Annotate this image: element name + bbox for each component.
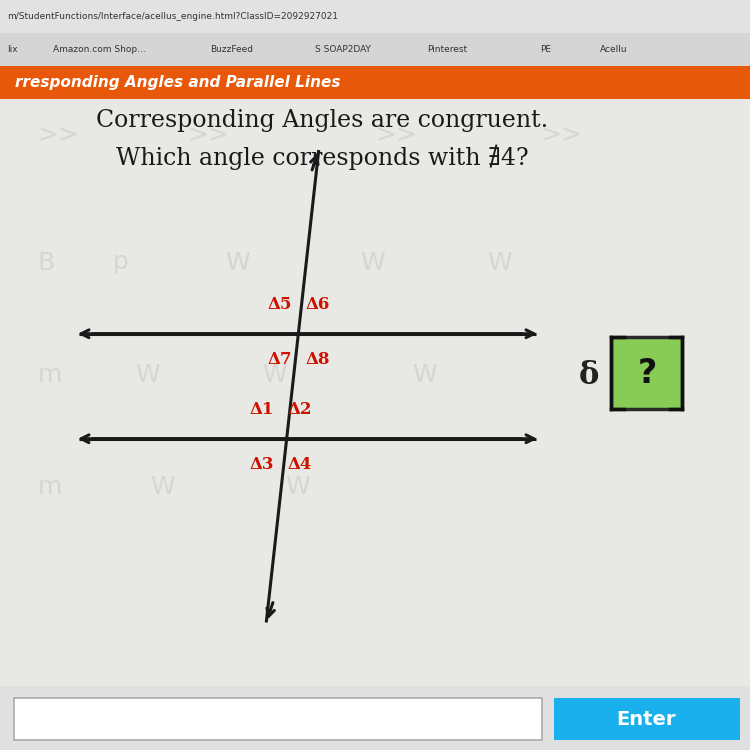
Text: W: W [225,251,250,274]
Text: Pinterest: Pinterest [427,45,468,54]
Text: Corresponding Angles are congruent.: Corresponding Angles are congruent. [96,109,548,131]
Text: rresponding Angles and Parallel Lines: rresponding Angles and Parallel Lines [15,75,340,90]
FancyBboxPatch shape [0,686,750,750]
FancyBboxPatch shape [554,698,740,740]
FancyBboxPatch shape [13,698,542,740]
Text: Δ1: Δ1 [249,400,274,418]
Text: m/StudentFunctions/Interface/acellus_engine.html?ClassID=2092927021: m/StudentFunctions/Interface/acellus_eng… [8,12,338,21]
Text: ?: ? [638,356,656,390]
Text: m: m [38,363,62,387]
Text: Δ8: Δ8 [305,351,330,368]
Text: lix: lix [8,45,18,54]
Text: δ: δ [578,359,599,391]
Text: W: W [488,251,512,274]
FancyBboxPatch shape [0,0,750,33]
Text: Δ5: Δ5 [267,296,292,313]
FancyBboxPatch shape [611,338,682,409]
Text: W: W [262,363,287,387]
Text: Δ3: Δ3 [249,456,274,473]
Text: Δ6: Δ6 [305,296,330,313]
Text: p: p [112,251,128,274]
Text: PE: PE [540,45,551,54]
Text: >>: >> [188,123,230,147]
Text: BuzzFeed: BuzzFeed [210,45,253,54]
Text: Acellu: Acellu [600,45,628,54]
Text: Δ7: Δ7 [267,351,292,368]
Text: B: B [38,251,55,274]
Text: W: W [285,476,310,500]
Text: Which angle corresponds with ∄4?: Which angle corresponds with ∄4? [116,145,529,170]
Text: >>: >> [38,123,80,147]
Text: Enter: Enter [616,710,676,729]
Text: Amazon.com Shop...: Amazon.com Shop... [53,45,146,54]
Text: m: m [38,476,62,500]
Text: S SOAP2DAY: S SOAP2DAY [315,45,370,54]
Text: W: W [360,251,385,274]
Text: >>: >> [375,123,417,147]
Text: W: W [413,363,437,387]
Text: Δ2: Δ2 [287,400,312,418]
Text: >>: >> [540,123,582,147]
FancyBboxPatch shape [0,33,750,66]
Text: W: W [150,476,175,500]
FancyBboxPatch shape [0,99,750,686]
Text: W: W [135,363,160,387]
Text: Δ4: Δ4 [287,456,312,473]
FancyBboxPatch shape [0,66,750,99]
